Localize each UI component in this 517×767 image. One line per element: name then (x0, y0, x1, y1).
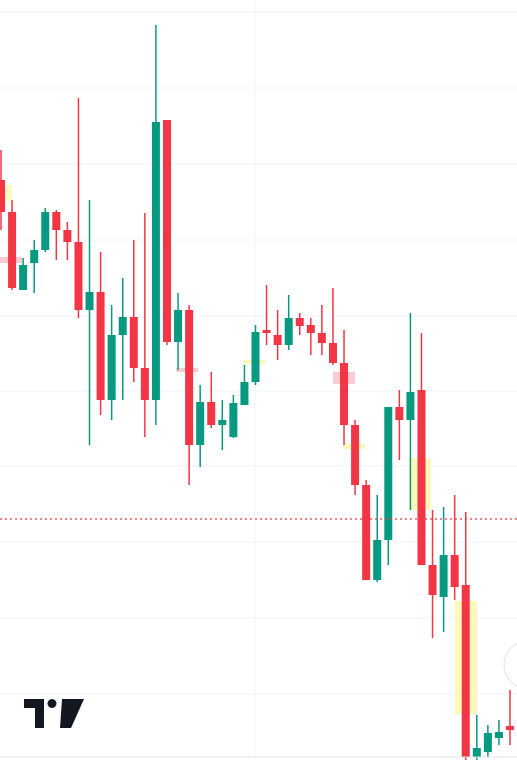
candle-body (450, 555, 459, 587)
candle-body (340, 363, 349, 425)
candle-body (63, 230, 72, 242)
candle-body (185, 310, 194, 445)
candle-body (483, 733, 492, 752)
candle-body (30, 250, 39, 263)
scroll-button[interactable] (503, 641, 517, 689)
grid (0, 11, 517, 695)
candle-body (273, 335, 282, 345)
candle-body (295, 318, 304, 326)
candle-body (118, 317, 127, 335)
candle-body (494, 732, 503, 738)
candle-body (41, 212, 50, 250)
candle-body (74, 242, 83, 310)
candle-body (207, 402, 216, 425)
candle-body (52, 212, 61, 230)
candles (0, 25, 514, 760)
candle-body (96, 292, 105, 400)
candle-body (85, 292, 94, 310)
candle-body (140, 368, 149, 400)
candle-body (240, 382, 249, 405)
candle-body (362, 485, 371, 580)
candle-body (218, 420, 227, 425)
candle-body (8, 212, 17, 288)
candle-body (328, 343, 337, 363)
candle-body (262, 330, 271, 333)
candle-body (406, 392, 415, 420)
candle-body (162, 120, 171, 342)
candle-body (384, 407, 393, 540)
logo-dot (47, 699, 57, 708)
candle-body (174, 310, 183, 342)
candle-body (395, 407, 404, 420)
candle-body (196, 402, 205, 445)
candle-body (19, 265, 28, 290)
candle-body (439, 555, 448, 597)
candle-body (317, 333, 326, 343)
candle-body (0, 180, 5, 212)
candle-body (472, 748, 481, 757)
candle-body (129, 317, 138, 368)
logo-v (60, 699, 84, 728)
candle-body (373, 540, 382, 580)
candle-body (284, 318, 293, 345)
logo-t (24, 699, 44, 728)
candle-body (506, 726, 514, 730)
candle-body (461, 585, 470, 757)
candle-body (151, 122, 160, 400)
candle-body (428, 565, 437, 595)
candle-body (107, 335, 116, 400)
candle-body (351, 425, 360, 485)
candle-body (306, 325, 315, 333)
candle-body (229, 403, 238, 437)
tradingview-logo (24, 699, 84, 728)
candle-body (251, 332, 260, 382)
candle-body (417, 390, 426, 565)
